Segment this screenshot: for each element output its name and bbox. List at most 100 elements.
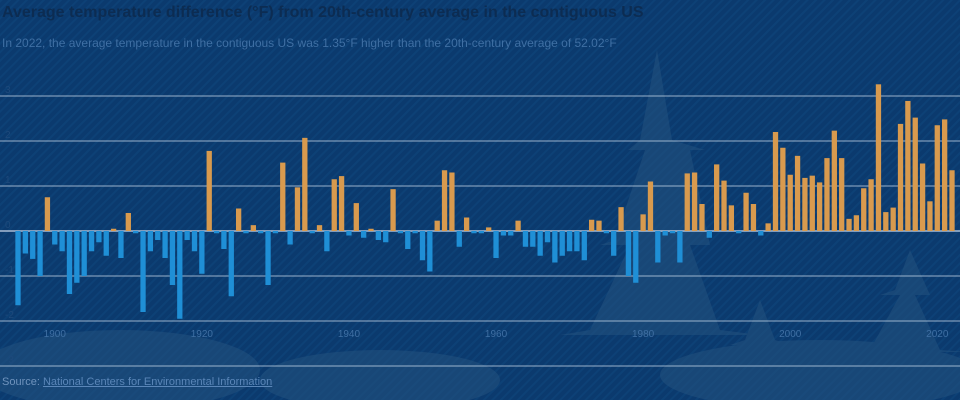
bar-1973 [588,219,595,231]
bar-1947 [397,231,404,234]
bar-1925 [235,208,242,231]
bar-1976 [611,231,617,256]
bar-1998 [772,132,779,231]
bar-1958 [478,231,484,234]
bar-1974 [596,220,602,231]
bar-1929 [265,231,271,285]
bar-2007 [839,158,845,231]
bar-2021 [942,119,948,231]
bar-1963 [515,220,521,231]
bar-2012 [875,84,882,231]
bar-2006 [831,130,837,231]
bar-1943 [368,228,374,231]
bar-1921 [206,150,212,231]
chart-title: Average temperature difference (°F) from… [2,4,644,21]
x-tick-label: 2000 [779,329,802,340]
bar-2020 [934,125,940,231]
bar-2008 [846,218,852,231]
bar-1996 [758,231,764,236]
bar-1931 [280,162,286,231]
bar-1984 [669,231,676,234]
bar-1957 [471,231,477,234]
bar-2002 [802,177,808,231]
bar-1956 [463,217,470,231]
bar-1935 [309,231,315,234]
bar-2009 [853,215,860,231]
bar-2022 [949,170,955,231]
bar-1997 [765,223,771,231]
bar-1928 [258,231,264,234]
bar-1986 [684,173,690,231]
y-tick-label: 3 [5,85,11,96]
bar-2004 [816,182,823,231]
bar-2000 [787,174,793,231]
x-tick-label: 1900 [44,329,67,340]
y-axis-ticks: -3 -2 -1 0 1 2 3 [5,85,14,366]
bar-1903 [74,231,80,283]
source-line: Source: National Centers for Environment… [2,376,272,388]
x-tick-label: 1960 [485,329,508,340]
bar-1952 [434,220,440,231]
x-tick-label: 2020 [926,329,949,340]
bar-1923 [221,231,227,249]
bar-1901 [59,231,65,252]
bar-1913 [147,231,154,252]
bar-2011 [868,179,874,231]
bar-1993 [736,231,742,234]
bar-1916 [169,231,176,285]
bar-1945 [383,231,389,243]
bar-2003 [809,175,815,231]
bar-1898 [37,231,43,276]
bar-1934 [302,137,308,231]
bar-1926 [243,231,249,234]
bar-1918 [184,231,190,240]
y-tick-label: 1 [5,175,11,186]
bar-1985 [677,231,683,263]
bar-1951 [427,231,433,272]
bar-1991 [721,180,727,231]
bar-1972 [581,231,587,261]
x-tick-label: 1940 [338,329,361,340]
bar-2014 [890,207,896,231]
bar-1937 [324,231,330,252]
y-tick-label: -2 [5,310,14,321]
bar-1967 [544,231,551,243]
bar-1950 [419,231,426,261]
bar-1938 [331,179,337,231]
bar-2018 [919,163,926,231]
bar-1999 [780,147,786,231]
bar-1994 [743,192,749,231]
bar-1989 [706,231,712,238]
bar-1910 [125,213,131,231]
bar-1906 [96,231,102,243]
bar-1954 [449,172,455,231]
bar-1959 [486,227,492,231]
bar-1971 [574,231,580,252]
bar-1924 [228,231,234,297]
bar-2010 [861,188,867,231]
bar-1942 [361,231,367,238]
bar-1919 [191,231,198,252]
bar-1953 [441,170,448,231]
bar-1987 [691,172,698,231]
bar-1961 [500,231,507,236]
bar-1900 [52,231,58,245]
y-tick-label: 0 [5,220,11,231]
bar-1917 [177,231,183,319]
bar-1977 [618,207,624,231]
source-link[interactable]: National Centers for Environmental Infor… [42,376,273,388]
bar-1936 [316,225,323,231]
bar-1907 [103,231,109,256]
bar-1911 [133,231,139,234]
bar-2013 [883,212,889,231]
bar-1948 [405,231,411,249]
bar-2001 [794,155,801,231]
bar-1969 [559,231,565,256]
bar-1978 [625,231,632,276]
bar-1899 [44,197,51,231]
bar-1982 [655,231,661,263]
bars [15,84,955,319]
bar-1962 [508,231,514,236]
bar-1944 [375,231,382,240]
